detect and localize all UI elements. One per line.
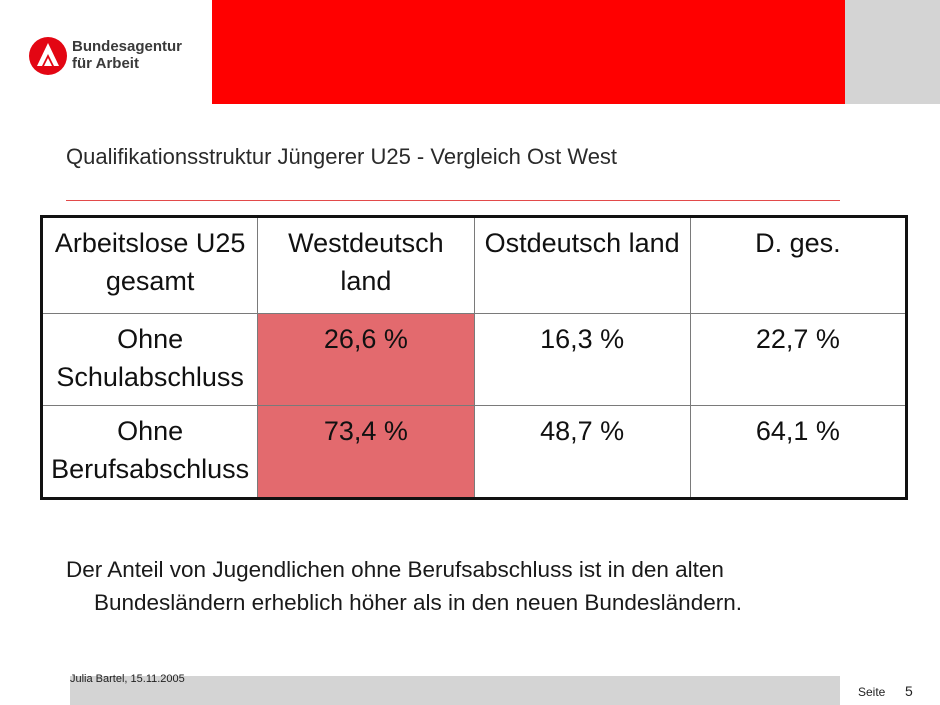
cell-east: 48,7 %	[473, 405, 691, 499]
header-cell-east: Ostdeutsch land	[473, 216, 691, 314]
header-red-banner	[212, 0, 845, 104]
header-cell-group: Arbeitslose U25 gesamt	[40, 216, 259, 314]
cell-west-highlight: 26,6 %	[257, 313, 475, 406]
footer-bar	[70, 676, 840, 705]
cell-west-highlight: 73,4 %	[257, 405, 475, 499]
agency-logo-text: Bundesagentur für Arbeit	[72, 38, 182, 72]
table-row: Ohne Schulabschluss 26,6 % 16,3 % 22,7 %	[40, 313, 908, 406]
footer-page-label: Seite	[858, 685, 886, 699]
cell-east: 16,3 %	[473, 313, 691, 406]
header-grey-block	[845, 0, 940, 104]
slide-title: Qualifikationsstruktur Jüngerer U25 - Ve…	[66, 144, 618, 169]
agency-logo-icon	[29, 37, 67, 75]
summary-line-2: Bundesländern erheblich höher als in den…	[94, 590, 742, 615]
summary-text: Der Anteil von Jugendlichen ohne Berufsa…	[66, 553, 886, 619]
logo-line-1: Bundesagentur	[72, 38, 183, 55]
table-row: Ohne Berufsabschluss 73,4 % 48,7 % 64,1 …	[40, 405, 908, 499]
title-underline	[66, 200, 840, 201]
header-cell-west: Westdeutsch land	[257, 216, 475, 314]
row-label: Ohne Schulabschluss	[40, 313, 259, 406]
footer-author-date: Julia Bartel, 15.11.2005	[70, 673, 185, 685]
header-cell-total: D. ges.	[689, 216, 908, 314]
footer-page-number: 5	[905, 683, 913, 699]
summary-line-1: Der Anteil von Jugendlichen ohne Berufsa…	[66, 557, 724, 582]
table-header-row: Arbeitslose U25 gesamt Westdeutsch land …	[40, 216, 908, 314]
cell-total: 64,1 %	[689, 405, 908, 499]
logo-line-2: für Arbeit	[72, 55, 139, 72]
row-label: Ohne Berufsabschluss	[40, 405, 259, 499]
qualification-table: Arbeitslose U25 gesamt Westdeutsch land …	[40, 215, 908, 500]
cell-total: 22,7 %	[689, 313, 908, 406]
